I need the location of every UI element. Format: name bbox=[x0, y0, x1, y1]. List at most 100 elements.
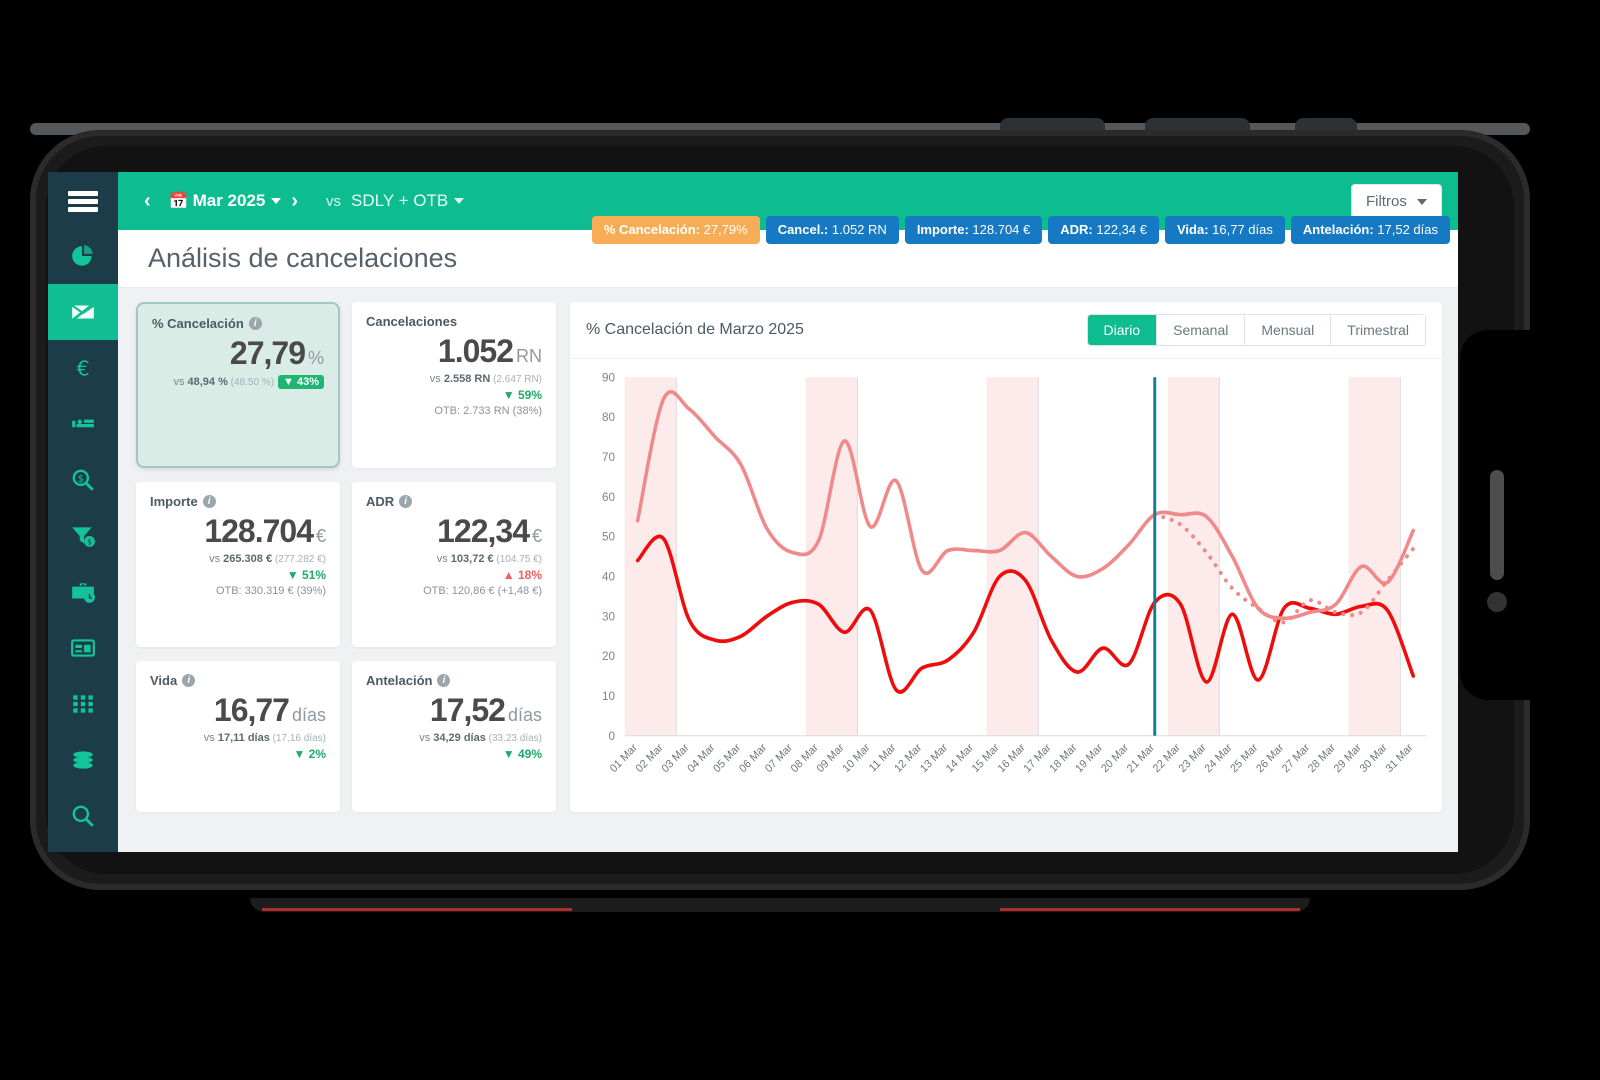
hamburger-menu-button[interactable] bbox=[48, 172, 118, 230]
sidebar-item-cancelaciones[interactable] bbox=[48, 284, 118, 340]
comparison-selector[interactable]: SDLY + OTB bbox=[351, 191, 449, 210]
kpi-card-value-row: 1.052 RN bbox=[366, 333, 542, 370]
kpi-card-value: 27,79 bbox=[229, 335, 306, 371]
sidebar-item-tarifas[interactable] bbox=[48, 732, 118, 788]
sidebar-item-embudo[interactable]: $ bbox=[48, 508, 118, 564]
x-axis-tick: 23 Mar bbox=[1177, 741, 1209, 775]
kpi-card-value-row: 128.704 € bbox=[150, 513, 326, 550]
kpi-chip[interactable]: % Cancelación: 27,79% bbox=[591, 216, 760, 244]
chart-series-line bbox=[635, 390, 1416, 621]
kpi-card-comparison: vs 48,94 % (48.50 %) ▼ 43% bbox=[152, 375, 324, 389]
chevron-down-icon[interactable] bbox=[271, 198, 282, 204]
info-icon[interactable]: i bbox=[182, 674, 196, 688]
sidebar-item-historico[interactable] bbox=[48, 564, 118, 620]
kpi-otb: OTB: 330.319 € (39%) bbox=[215, 584, 326, 597]
side-power-button[interactable] bbox=[1490, 470, 1504, 580]
chart-series-line bbox=[1152, 512, 1416, 625]
kpi-delta-value: ▼ 51% bbox=[286, 567, 326, 582]
chart-title: % Cancelación de Marzo 2025 bbox=[586, 321, 804, 338]
kpi-chip[interactable]: ADR: 122,34 € bbox=[1048, 216, 1159, 244]
sidebar-item-tabla[interactable] bbox=[48, 620, 118, 676]
x-axis-tick: 18 Mar bbox=[1047, 741, 1079, 775]
period-label[interactable]: Mar 2025 bbox=[192, 191, 266, 210]
info-icon[interactable]: i bbox=[202, 494, 216, 508]
kpi-delta-value: ▲ 18% bbox=[502, 567, 542, 582]
chevron-down-icon[interactable] bbox=[454, 198, 465, 204]
kpi-card-title: Cancelaciones bbox=[366, 314, 542, 329]
prev-period-button[interactable]: ‹ bbox=[144, 190, 151, 212]
kpi-card-title: ADR i bbox=[366, 494, 542, 509]
x-axis-tick: 04 Mar bbox=[685, 741, 717, 775]
kpi-chip[interactable]: Vida: 16,77 días bbox=[1164, 216, 1285, 244]
kpi-card-title-text: ADR bbox=[366, 493, 395, 509]
chart-series-line bbox=[635, 534, 1416, 694]
kpi-card[interactable]: % Cancelación i 27,79% vs 48,94 % (48.50 %)… bbox=[136, 302, 340, 468]
y-axis-tick: 50 bbox=[602, 529, 615, 543]
chart-header: % Cancelación de Marzo 2025 Diario Semana… bbox=[570, 302, 1442, 359]
kpi-chip[interactable]: Importe: 128.704 € bbox=[904, 216, 1043, 244]
kpi-delta-value: ▼ 49% bbox=[502, 747, 542, 762]
kpi-card-title: Antelación i bbox=[366, 673, 542, 688]
sidebar-item-pickup[interactable]: $ bbox=[48, 452, 118, 508]
sidebar-item-dashboard[interactable] bbox=[48, 228, 118, 284]
hamburger-bar bbox=[68, 190, 98, 196]
kpi-card-title-text: % Cancelación bbox=[152, 316, 244, 331]
kpi-card-unit: RN bbox=[516, 346, 542, 366]
kpi-chip-value: 128.704 € bbox=[968, 222, 1031, 237]
y-axis-tick: 40 bbox=[602, 569, 615, 583]
kpi-vs-value: 265.308 € bbox=[223, 552, 273, 565]
kpi-vs-prefix: vs bbox=[209, 552, 224, 565]
kpi-card-title: % Cancelación i bbox=[152, 316, 324, 331]
kpi-card[interactable]: Vida i 16,77 días vs 17,11 días (17,16 días)… bbox=[136, 661, 340, 812]
granularity-tab-mensual[interactable]: Mensual bbox=[1244, 315, 1331, 345]
kpi-chip-label: Importe: bbox=[916, 222, 969, 237]
weekend-band bbox=[986, 377, 1039, 736]
info-icon[interactable]: i bbox=[437, 674, 451, 688]
kpi-delta-value: ▼ 59% bbox=[502, 388, 542, 402]
kpi-card-value-row: 27,79% bbox=[152, 335, 324, 372]
info-icon[interactable]: i bbox=[399, 494, 413, 508]
kpi-vs-value: 2.558 RN bbox=[443, 373, 491, 385]
page-container: Análisis de cancelaciones % Cancelación i… bbox=[118, 230, 1458, 852]
y-axis-tick: 30 bbox=[602, 609, 615, 623]
sidebar-item-ingresos[interactable]: € bbox=[48, 340, 118, 396]
x-axis-tick: 02 Mar bbox=[634, 741, 666, 775]
kpi-card[interactable]: Importe i 128.704 € vs 265.308 € (277.282 €)… bbox=[136, 481, 340, 648]
kpi-chip-value: 122,34 € bbox=[1092, 222, 1147, 237]
filtros-button[interactable]: Filtros bbox=[1350, 183, 1442, 219]
kpi-card[interactable]: Antelación i 17,52 días vs 34,29 días (33.23… bbox=[352, 661, 556, 812]
next-period-button[interactable]: › bbox=[291, 190, 299, 212]
x-axis-tick: 08 Mar bbox=[789, 741, 821, 775]
kpi-chip-row: % Cancelación: 27,79% Cancel.: 1.052 RN Im… bbox=[591, 216, 1450, 244]
x-axis-tick: 21 Mar bbox=[1125, 741, 1157, 775]
kpi-delta-row: ▼ 51% bbox=[150, 568, 326, 582]
kpi-card-unit: días bbox=[507, 705, 542, 726]
x-axis-tick: 19 Mar bbox=[1073, 741, 1105, 775]
sidebar-item-calendario[interactable] bbox=[48, 676, 118, 732]
kpi-chip[interactable]: Cancel.: 1.052 RN bbox=[765, 216, 899, 244]
kpi-delta-row: ▼ 49% bbox=[366, 747, 542, 761]
granularity-tab-semanal[interactable]: Semanal bbox=[1156, 315, 1245, 345]
kpi-card[interactable]: Cancelaciones 1.052 RN vs 2.558 RN (2.647 R… bbox=[352, 302, 556, 468]
kpi-vs-paren: (2.647 RN) bbox=[490, 374, 542, 385]
kpi-card-comparison: vs 103,72 € (104.75 €) bbox=[366, 553, 542, 565]
kpi-vs-prefix: vs bbox=[419, 732, 434, 745]
kpi-card[interactable]: ADR i 122,34 € vs 103,72 € (104.75 €) ▲ 18% OT… bbox=[352, 481, 556, 648]
sidebar-item-ocupacion[interactable] bbox=[48, 396, 118, 452]
kpi-chip-label: % Cancelación: bbox=[603, 222, 700, 237]
bed-icon bbox=[72, 419, 94, 428]
weekend-band bbox=[805, 377, 858, 736]
kpi-card-title-text: Vida bbox=[150, 673, 178, 689]
kpi-chip[interactable]: Antelación: 17,52 días bbox=[1290, 216, 1450, 244]
granularity-tab-trimestral[interactable]: Trimestral bbox=[1330, 315, 1425, 345]
weekend-band bbox=[1348, 377, 1401, 736]
kpi-card-value-row: 16,77 días bbox=[150, 692, 326, 729]
grid-icon bbox=[73, 695, 93, 713]
granularity-tab-diario[interactable]: Diario bbox=[1087, 315, 1157, 345]
bottom-accent-left bbox=[262, 908, 572, 911]
kpi-delta-value: ▼ 2% bbox=[293, 747, 326, 762]
sidebar-item-buscar[interactable] bbox=[48, 788, 118, 844]
x-axis-tick: 26 Mar bbox=[1254, 741, 1286, 775]
x-axis-tick: 13 Mar bbox=[918, 741, 950, 775]
info-icon[interactable]: i bbox=[248, 317, 262, 330]
